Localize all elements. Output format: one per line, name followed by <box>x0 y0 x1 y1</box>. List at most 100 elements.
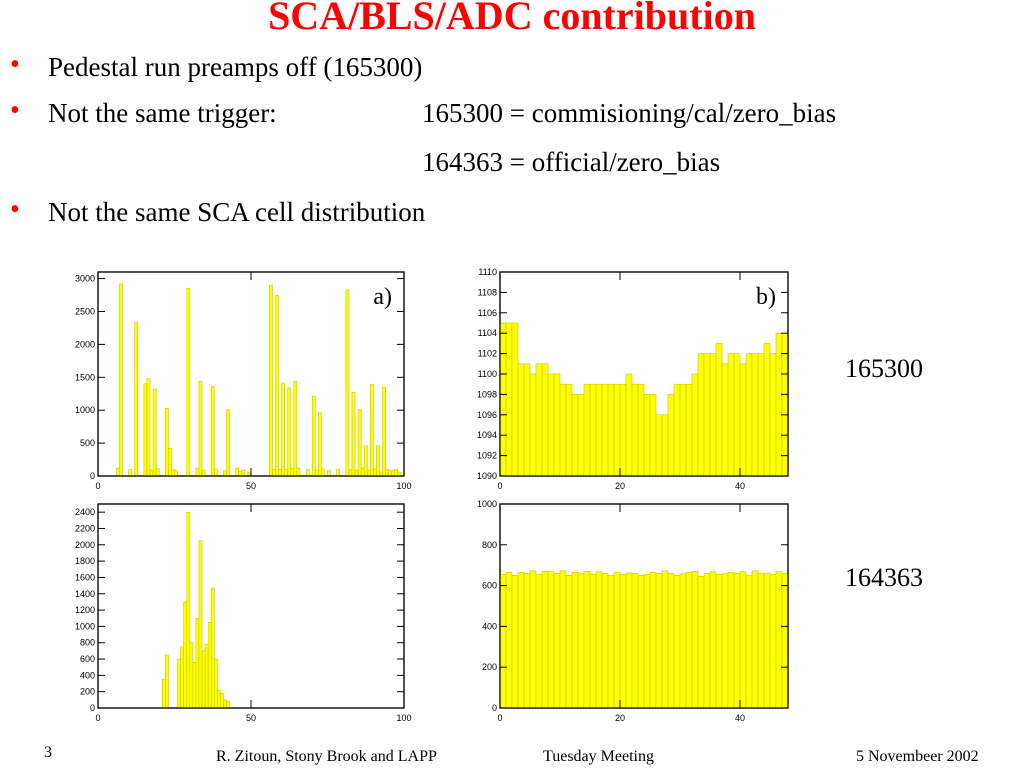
footer-meeting: Tuesday Meeting <box>543 748 654 765</box>
histogram-bar <box>152 388 157 477</box>
x-tick-label: 50 <box>246 481 256 491</box>
panel-label: a) <box>373 284 392 310</box>
histogram-bar <box>305 469 310 477</box>
y-tick-label: 1100 <box>478 369 497 379</box>
histogram-bar <box>220 693 224 709</box>
histogram-bar <box>201 469 206 477</box>
histogram-bar <box>165 407 169 477</box>
histogram-bar <box>637 383 645 477</box>
histogram-bar <box>226 701 230 709</box>
y-tick-label: 1102 <box>478 349 497 359</box>
histogram-bar <box>213 658 218 709</box>
histogram-bar <box>275 295 279 477</box>
bullet-1-text: Pedestal run preamps off (165300) <box>48 52 423 82</box>
y-tick-label: 3000 <box>75 274 95 284</box>
y-tick-label: 1096 <box>477 410 497 420</box>
histogram-bar <box>143 383 148 477</box>
y-tick-label: 600 <box>80 654 95 664</box>
y-tick-label: 400 <box>80 670 95 680</box>
y-tick-label: 1094 <box>477 430 497 440</box>
trigger-165300: 165300 = commisioning/cal/zero_bias <box>422 98 837 128</box>
histogram-bar <box>198 380 203 477</box>
x-tick-label: 0 <box>95 481 100 491</box>
y-tick-label: 1092 <box>477 451 497 461</box>
histogram-bar <box>314 469 319 477</box>
histogram-bar <box>165 654 169 709</box>
histogram-bar <box>535 574 543 709</box>
histogram-bar <box>727 353 735 477</box>
histogram-bar <box>321 468 325 477</box>
y-tick-label: 2000 <box>75 540 95 550</box>
y-tick-label: 1000 <box>75 621 95 631</box>
histogram-bar <box>763 572 771 709</box>
histogram-bar <box>553 373 561 477</box>
histogram-bar <box>703 573 711 709</box>
histogram-bar <box>210 587 215 709</box>
histogram-bar <box>207 622 212 709</box>
histogram-bar <box>146 378 151 477</box>
y-tick-label: 500 <box>80 438 95 448</box>
histogram-bar <box>119 283 123 477</box>
histogram-bar <box>223 470 227 477</box>
histogram-bar <box>715 574 723 709</box>
y-tick-label: 0 <box>492 703 497 713</box>
histogram-bar <box>195 467 200 477</box>
histogram-bar <box>577 573 585 709</box>
histogram-bar <box>769 574 777 709</box>
page-number: 3 <box>44 744 52 761</box>
histogram-bar <box>541 363 549 477</box>
x-tick-label: 100 <box>396 713 411 723</box>
run-label-165300: 165300 <box>845 354 923 383</box>
y-tick-label: 1800 <box>75 556 95 566</box>
histogram-bar <box>168 448 172 477</box>
histogram-bar <box>577 394 585 477</box>
histogram-bar <box>703 353 711 477</box>
histogram-bar <box>643 574 651 709</box>
histogram-bar <box>192 662 197 709</box>
y-tick-label: 600 <box>482 581 497 591</box>
histogram-bar <box>235 467 240 477</box>
histogram-a-164363: 0200400600800100012001400160018002000220… <box>75 503 412 723</box>
histogram-bar <box>523 363 531 477</box>
histogram-bar <box>238 471 243 477</box>
y-tick-label: 0 <box>90 703 95 713</box>
histogram-bar <box>589 383 597 477</box>
histogram-bar <box>201 650 206 709</box>
histogram-bar <box>360 467 365 477</box>
histogram-bar <box>287 387 292 477</box>
histogram-bar <box>601 573 609 709</box>
x-tick-label: 0 <box>497 481 502 491</box>
histogram-bar <box>189 642 194 709</box>
histogram-bar <box>751 570 759 709</box>
y-tick-label: 0 <box>90 471 95 481</box>
slide-title: SCA/BLS/ADC contribution <box>268 0 756 38</box>
y-tick-label: 2500 <box>75 306 95 316</box>
y-tick-label: 1106 <box>478 308 497 318</box>
histogram-bar <box>241 469 246 477</box>
y-tick-label: 1090 <box>477 471 497 481</box>
y-tick-label: 1500 <box>75 372 95 382</box>
histogram-bar <box>613 572 621 709</box>
histogram-bar <box>649 572 657 709</box>
histogram-bar <box>571 572 579 709</box>
histogram-bar <box>529 570 537 709</box>
histogram-bar <box>499 574 507 709</box>
y-tick-label: 2400 <box>75 507 95 517</box>
histogram-bar <box>223 699 227 709</box>
y-tick-label: 400 <box>482 621 497 631</box>
histogram-bar <box>116 467 120 477</box>
panel-label: b) <box>756 284 776 310</box>
histogram-bar <box>583 383 591 477</box>
histogram-bar <box>281 382 285 477</box>
histogram-bar <box>394 469 399 477</box>
histogram-bar <box>382 386 386 477</box>
histogram-bar <box>655 414 663 477</box>
histogram-bar <box>155 468 160 477</box>
histogram-bar <box>363 445 368 477</box>
y-tick-label: 200 <box>80 687 95 697</box>
histogram-bar <box>775 332 783 477</box>
histogram-bar <box>685 383 693 477</box>
x-tick-label: 40 <box>735 481 745 491</box>
trigger-164363: 164363 = official/zero_bias <box>422 147 721 177</box>
histogram-bar <box>529 373 537 477</box>
